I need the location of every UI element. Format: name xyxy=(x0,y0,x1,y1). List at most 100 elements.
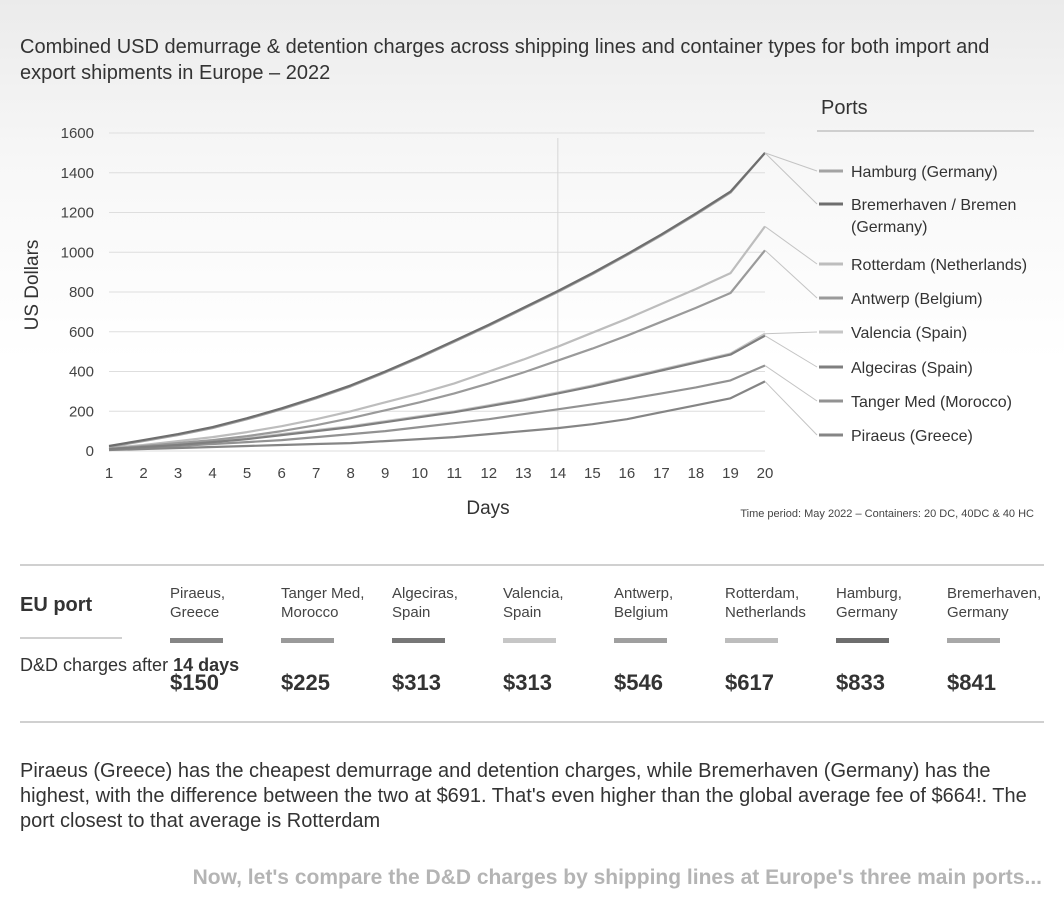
x-tick-label: 8 xyxy=(347,465,355,482)
legend-leader-line xyxy=(764,226,818,265)
table-header-label: EU port xyxy=(20,594,93,616)
port-color-swatch xyxy=(836,638,889,643)
x-tick-label: 20 xyxy=(757,465,774,482)
port-column: Antwerp, Belgium $546 xyxy=(614,584,724,696)
port-color-swatch xyxy=(614,638,667,643)
port-name: Antwerp, Belgium xyxy=(614,585,674,621)
port-column: Valencia, Spain $313 xyxy=(503,584,613,696)
series-line xyxy=(108,249,766,451)
legend-leader-line xyxy=(764,152,818,205)
x-tick-label: 10 xyxy=(411,465,428,482)
y-tick-label: 600 xyxy=(69,324,94,341)
legend-leader-line xyxy=(764,365,818,402)
chart-title: Combined USD demurrage & detention charg… xyxy=(20,36,990,84)
x-tick-label: 4 xyxy=(208,465,216,482)
x-tick-label: 9 xyxy=(381,465,389,482)
port-column: Tanger Med, Morocco $225 xyxy=(281,584,391,696)
port-dd-value: $833 xyxy=(836,670,885,695)
table-bottom-divider xyxy=(20,721,1044,723)
legend-leader-line xyxy=(764,249,818,299)
legend-entry: Bremerhaven / Bremen (Germany) xyxy=(851,197,1016,236)
port-dd-value: $546 xyxy=(614,670,663,695)
y-tick-label: 800 xyxy=(69,284,94,301)
y-tick-label: 200 xyxy=(69,403,94,420)
port-color-swatch xyxy=(725,638,778,643)
x-tick-label: 7 xyxy=(312,465,320,482)
y-tick-label: 1400 xyxy=(61,165,94,182)
legend-entry: Antwerp (Belgium) xyxy=(851,291,983,308)
series-line xyxy=(108,380,766,452)
x-tick-label: 14 xyxy=(549,465,566,482)
port-color-swatch xyxy=(503,638,556,643)
y-tick-label: 1000 xyxy=(61,244,94,261)
port-color-swatch xyxy=(281,638,334,643)
x-tick-label: 18 xyxy=(688,465,705,482)
x-tick-label: 1 xyxy=(105,465,113,482)
table-row-label: D&D charges after 14 days xyxy=(20,653,239,677)
series-line xyxy=(108,332,766,451)
legend-entry: Valencia (Spain) xyxy=(851,325,967,342)
x-tick-label: 5 xyxy=(243,465,251,482)
x-axis-title: Days xyxy=(466,498,509,519)
port-name: Valencia, Spain xyxy=(503,585,564,621)
legend-entry: Rotterdam (Netherlands) xyxy=(851,257,1027,274)
legend-title: Ports xyxy=(821,97,868,119)
footer-teaser[interactable]: Now, let's compare the D&D charges by sh… xyxy=(192,866,1042,889)
port-name: Bremerhaven, Germany xyxy=(947,585,1042,621)
port-dd-value: $225 xyxy=(281,670,330,695)
time-period-note: Time period: May 2022 – Containers: 20 D… xyxy=(740,508,1034,520)
port-dd-value: $841 xyxy=(947,670,996,695)
x-tick-label: 19 xyxy=(722,465,739,482)
port-color-swatch xyxy=(392,638,445,643)
port-dd-value: $313 xyxy=(503,670,552,695)
y-tick-label: 400 xyxy=(69,364,94,381)
legend-entry: Algeciras (Spain) xyxy=(851,360,973,377)
port-column: Hamburg, Germany $833 xyxy=(836,584,946,696)
legend-leader-line xyxy=(764,335,818,368)
x-tick-label: 12 xyxy=(480,465,497,482)
port-color-swatch xyxy=(170,638,223,643)
legend-leader-line xyxy=(764,381,818,436)
x-tick-label: 13 xyxy=(515,465,532,482)
port-name: Piraeus, Greece xyxy=(170,585,226,621)
x-tick-label: 11 xyxy=(446,465,462,482)
port-column: Algeciras, Spain $313 xyxy=(392,584,502,696)
x-tick-label: 6 xyxy=(277,465,285,482)
y-tick-label: 1600 xyxy=(61,125,94,142)
x-tick-label: 15 xyxy=(584,465,601,482)
legend-leader-line xyxy=(764,331,818,335)
port-column: Bremerhaven, Germany $841 xyxy=(947,584,1057,696)
port-color-swatch xyxy=(947,638,1000,643)
y-tick-label: 0 xyxy=(86,443,94,460)
port-dd-value: $150 xyxy=(170,670,219,695)
table-header-underline xyxy=(20,637,122,639)
legend-entry: Piraeus (Greece) xyxy=(851,428,973,445)
series-line xyxy=(108,334,766,451)
row-label-prefix: D&D charges after xyxy=(20,655,169,675)
port-name: Tanger Med, Morocco xyxy=(281,585,365,621)
y-axis-title: US Dollars xyxy=(22,240,43,331)
port-dd-value: $313 xyxy=(392,670,441,695)
legend-leader-line xyxy=(764,152,818,172)
legend-entry: Hamburg (Germany) xyxy=(851,164,998,181)
x-tick-label: 16 xyxy=(619,465,636,482)
series-line xyxy=(108,152,766,449)
y-tick-label: 1200 xyxy=(61,205,94,222)
table-top-divider xyxy=(20,564,1044,566)
series-line xyxy=(108,364,766,451)
row-label-bold: 14 days xyxy=(173,655,240,675)
x-tick-label: 3 xyxy=(174,465,182,482)
x-tick-label: 17 xyxy=(653,465,670,482)
summary-note: Piraeus (Greece) has the cheapest demurr… xyxy=(20,760,1027,832)
x-tick-label: 2 xyxy=(139,465,147,482)
port-name: Algeciras, Spain xyxy=(392,585,458,621)
series-line xyxy=(108,152,766,448)
port-name: Rotterdam, Netherlands xyxy=(725,585,806,621)
port-dd-value: $617 xyxy=(725,670,774,695)
port-name: Hamburg, Germany xyxy=(836,585,902,621)
port-column: Rotterdam, Netherlands $617 xyxy=(725,584,835,696)
series-line xyxy=(108,225,766,450)
port-column: Piraeus, Greece $150 xyxy=(170,584,280,696)
legend-entry: Tanger Med (Morocco) xyxy=(851,394,1012,411)
